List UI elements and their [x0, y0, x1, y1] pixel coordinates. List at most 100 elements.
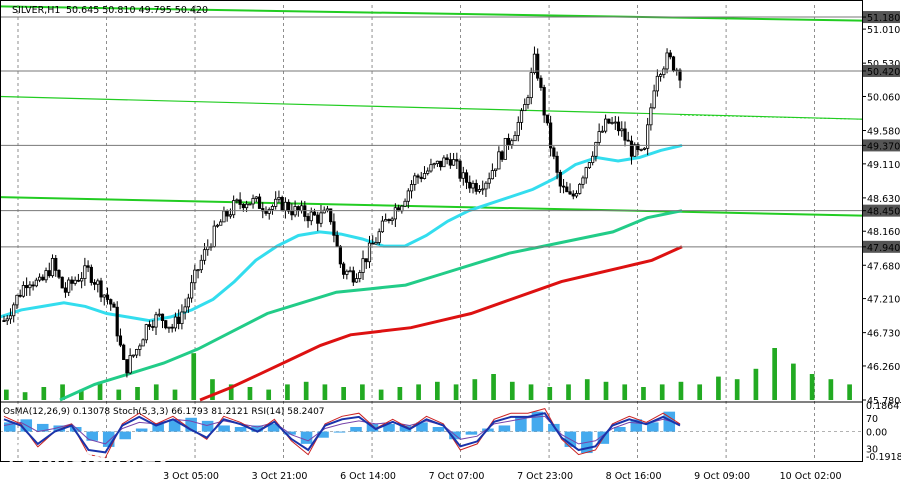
- candle-body: [636, 144, 640, 150]
- candle-body: [299, 205, 304, 212]
- candle-body: [574, 193, 579, 197]
- candle-body: [587, 162, 592, 169]
- candle-body: [545, 114, 549, 124]
- candle-body: [348, 270, 352, 273]
- candle-body: [70, 279, 74, 284]
- osma-bar: [416, 422, 428, 432]
- volume-bar: [322, 384, 328, 400]
- volume-bar: [341, 387, 346, 400]
- candle-body: [47, 270, 51, 277]
- candle-body: [8, 315, 13, 320]
- price-badge: [863, 11, 900, 24]
- candle-body: [422, 173, 427, 179]
- osma-bar: [119, 431, 131, 440]
- candle-body: [196, 269, 200, 272]
- osma-bar: [432, 426, 445, 432]
- candle-body: [193, 269, 197, 284]
- candle-body: [565, 186, 569, 193]
- candle-body: [490, 170, 495, 180]
- candle-body: [494, 168, 498, 171]
- osma-bar: [350, 426, 362, 432]
- candle-body: [646, 124, 650, 149]
- candle-body: [658, 74, 663, 77]
- candle-body: [232, 200, 236, 216]
- volume-bar: [791, 363, 796, 400]
- volume-bar: [378, 389, 384, 400]
- volume-bar: [584, 379, 590, 400]
- candle-body: [393, 207, 397, 220]
- x-tick-label: 3 Oct 21:00: [252, 471, 308, 482]
- candle-body: [523, 104, 527, 112]
- price-tick-label: 46.730: [867, 329, 900, 340]
- price-tick-label: 49.110: [867, 160, 900, 171]
- candle-body: [251, 198, 255, 205]
- volume-bar: [116, 389, 122, 400]
- candle-body: [668, 52, 672, 58]
- candle-body: [28, 284, 32, 289]
- candle-body: [31, 284, 35, 287]
- candle-body: [99, 280, 103, 298]
- candle-body: [377, 231, 381, 243]
- candle-body: [649, 107, 653, 126]
- osma-bar: [251, 425, 263, 432]
- candle-body: [568, 191, 572, 195]
- candle-body: [374, 242, 378, 245]
- price-tick-label: 47.680: [867, 261, 900, 272]
- instaforex-logo-icon: [9, 442, 43, 476]
- volume-bar: [566, 384, 571, 400]
- volume-bar: [210, 379, 215, 400]
- volume-bars: [4, 348, 852, 400]
- candle-body: [461, 172, 465, 179]
- candle-body: [351, 270, 355, 283]
- candle-body: [109, 299, 113, 305]
- osma-bar: [284, 431, 296, 435]
- x-tick-label: 6 Oct 14:00: [340, 471, 396, 482]
- candle-body: [335, 234, 339, 247]
- volume-bar: [60, 384, 65, 400]
- channel-line: [0, 5, 863, 22]
- candle-body: [86, 265, 90, 268]
- candle-body: [594, 142, 598, 157]
- osma-bar: [86, 431, 98, 441]
- candle-body: [367, 242, 372, 263]
- candle-body: [445, 157, 449, 160]
- candle-body: [442, 157, 446, 168]
- candle-body: [267, 209, 271, 214]
- candle-body: [244, 203, 249, 209]
- x-tick-label: 8 Oct 16:00: [606, 471, 662, 482]
- candle-body: [96, 280, 100, 285]
- candle-body: [406, 190, 410, 202]
- candle-body: [652, 90, 656, 109]
- price-tick-label: 50.060: [867, 92, 900, 103]
- volume-bar: [247, 387, 253, 400]
- candle-body: [448, 159, 452, 166]
- candle-body: [189, 282, 194, 299]
- volume-bar: [172, 389, 178, 400]
- candle-body: [655, 75, 659, 92]
- candle-body: [506, 137, 511, 146]
- volume-bar: [753, 368, 759, 400]
- candle-body: [122, 344, 126, 360]
- volume-bar: [528, 384, 534, 400]
- candle-body: [21, 285, 26, 297]
- candle-body: [2, 320, 6, 322]
- candle-body: [358, 272, 362, 279]
- volume-bar: [734, 379, 740, 400]
- candle-body: [115, 306, 119, 337]
- candle-body: [416, 175, 420, 178]
- candle-body: [67, 279, 71, 293]
- candle-body: [54, 257, 58, 271]
- candle-body: [254, 196, 258, 199]
- stoch-main-line: [3, 412, 681, 454]
- candle-body: [125, 359, 129, 374]
- candle-body: [481, 188, 485, 191]
- watermark: instaforex Instant Forex Trading: [9, 442, 171, 484]
- candle-body: [18, 294, 22, 297]
- candle-body: [277, 197, 281, 200]
- candle-body: [591, 155, 595, 163]
- volume-bar: [360, 384, 365, 400]
- candle-body: [177, 316, 181, 325]
- price-tick-label: 45.780: [867, 396, 900, 407]
- volume-bar: [397, 387, 403, 400]
